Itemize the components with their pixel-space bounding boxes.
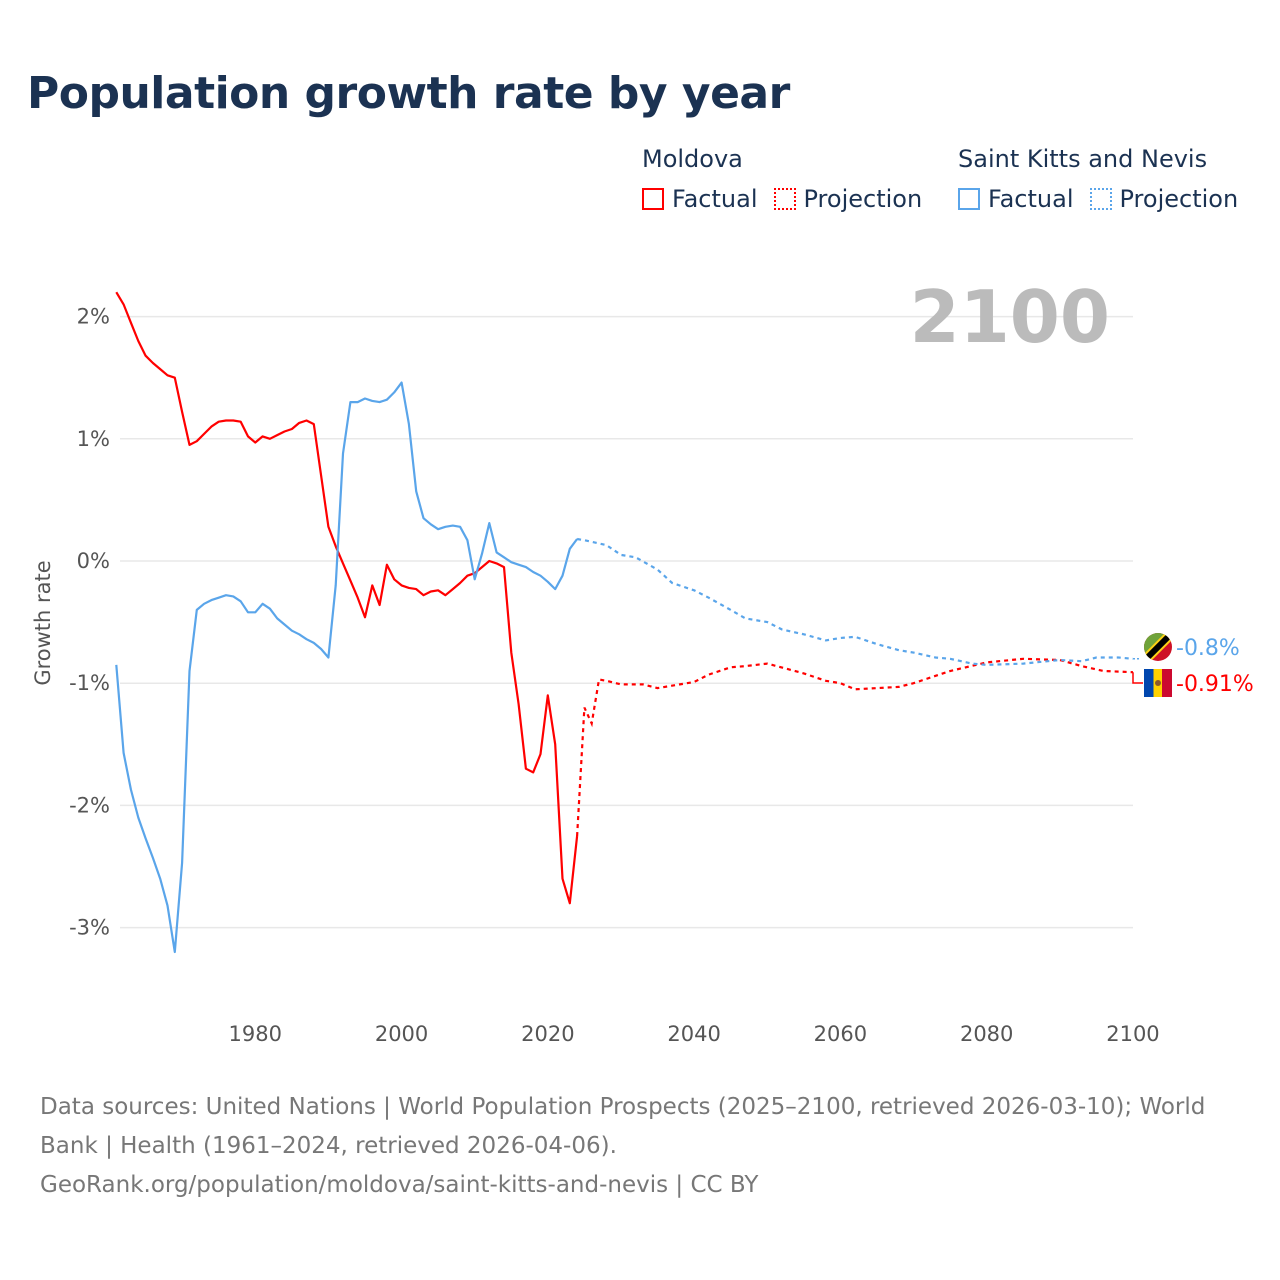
y-tick-label: -1% — [69, 671, 110, 695]
y-tick-label: -2% — [69, 793, 110, 817]
line-chart: 2% 1% 0% -1% -2% -3% 1980 2000 2020 2040 2060 2080 2… — [31, 275, 1254, 1046]
end-label-moldova: -0.91% — [1176, 672, 1254, 697]
source-link[interactable]: GeoRank.org/population/moldova/saint-kit… — [40, 1172, 759, 1198]
legend-moldova: Moldova Factual Projection — [642, 145, 922, 213]
legend-country: Saint Kitts and Nevis — [958, 145, 1208, 173]
moldova-factual-line — [115, 291, 579, 905]
x-tick-label: 1980 — [229, 1022, 282, 1046]
x-tick-label: 2060 — [814, 1022, 867, 1046]
y-tick-label: 2% — [77, 305, 110, 329]
saint-kitts-flag-icon — [1144, 633, 1172, 661]
legend-item-factual[interactable]: Factual — [958, 185, 1074, 213]
y-tick-label: 1% — [77, 427, 110, 451]
swatch-dotted — [773, 188, 796, 210]
data-sources: Data sources: United Nations | World Pop… — [40, 1094, 1206, 1159]
x-tick-label: 2100 — [1106, 1022, 1159, 1046]
year-indicator: 2100 — [910, 275, 1110, 359]
footer: Data sources: United Nations | World Pop… — [40, 1088, 1240, 1205]
saint-kitts-and-nevis-factual-line — [115, 381, 578, 954]
legend-country: Moldova — [642, 145, 743, 173]
flag-blue — [1144, 669, 1154, 697]
connector — [1132, 672, 1143, 684]
swatch-dotted — [1089, 188, 1112, 210]
flag-body — [1144, 633, 1172, 661]
moldova-projection-line — [576, 657, 1134, 837]
flag-emblem — [1155, 680, 1161, 686]
legend-label: Factual — [988, 185, 1074, 213]
legend-label: Projection — [803, 185, 923, 213]
x-tick-label: 2040 — [667, 1022, 720, 1046]
y-tick-label: 0% — [77, 549, 110, 573]
legend-saint-kitts: Saint Kitts and Nevis Factual Projection — [958, 145, 1238, 213]
legend-item-factual[interactable]: Factual — [642, 185, 758, 213]
moldova-flag-icon — [1144, 669, 1172, 697]
legend-item-projection[interactable]: Projection — [1089, 185, 1239, 213]
legend-item-projection[interactable]: Projection — [773, 185, 923, 213]
x-tick-label: 2080 — [960, 1022, 1013, 1046]
y-tick-label: -3% — [69, 916, 110, 940]
swatch-solid — [958, 188, 980, 210]
legend-label: Projection — [1119, 185, 1239, 213]
saint-kitts-and-nevis-projection-line — [576, 537, 1134, 667]
x-tick-label: 2000 — [375, 1022, 428, 1046]
swatch-solid — [642, 188, 664, 210]
legend-label: Factual — [672, 185, 758, 213]
end-label-saint-kitts: -0.8% — [1176, 636, 1240, 661]
flag-red — [1162, 669, 1172, 697]
y-axis-label: Growth rate — [31, 560, 55, 685]
x-tick-label: 2020 — [521, 1022, 574, 1046]
chart-title: Population growth rate by year — [27, 68, 790, 119]
